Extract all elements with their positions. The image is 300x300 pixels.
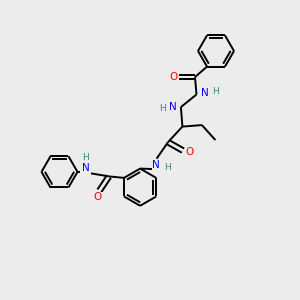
- Text: N: N: [201, 88, 209, 98]
- Text: N: N: [152, 160, 160, 170]
- Text: O: O: [185, 147, 194, 157]
- Text: H: H: [82, 153, 89, 162]
- Text: H: H: [212, 87, 218, 96]
- Text: N: N: [82, 163, 89, 173]
- Text: H: H: [164, 163, 170, 172]
- Text: O: O: [94, 192, 102, 203]
- Text: H: H: [159, 104, 166, 113]
- Text: O: O: [169, 72, 177, 82]
- Text: N: N: [169, 102, 176, 112]
